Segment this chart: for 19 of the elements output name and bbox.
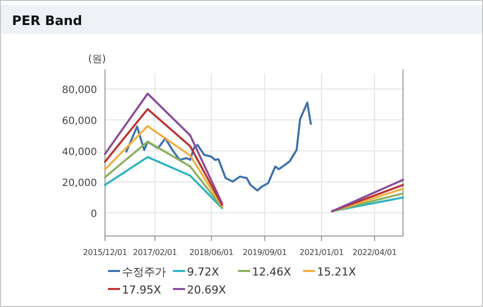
y-tick-label: 0 (90, 208, 97, 220)
legend-label: 20.69X (187, 284, 226, 296)
x-tick-label: 2022/04/01 (352, 248, 397, 257)
legend-label: 12.46X (252, 266, 292, 278)
y-axis-title: (원) (88, 54, 106, 65)
x-tick-label: 2017/02/01 (132, 248, 178, 257)
x-tick-label: 2015/12/01 (82, 248, 128, 257)
x-tick-label: 2019/09/01 (242, 248, 287, 257)
legend-label: 17.95X (122, 284, 162, 296)
x-tick-label: 2018/06/01 (189, 248, 234, 257)
legend-label: 15.21X (317, 266, 356, 278)
legend-label: 수정주가 (122, 266, 166, 278)
y-tick-label: 80,000 (62, 84, 97, 96)
y-tick-label: 60,000 (62, 116, 97, 127)
chart-title: PER Band (12, 14, 82, 29)
x-tick-label: 2021/01/01 (299, 248, 344, 257)
y-tick-label: 40,000 (62, 146, 97, 158)
legend-label: 9.72X (187, 266, 220, 278)
y-tick-label: 20,000 (62, 178, 97, 189)
